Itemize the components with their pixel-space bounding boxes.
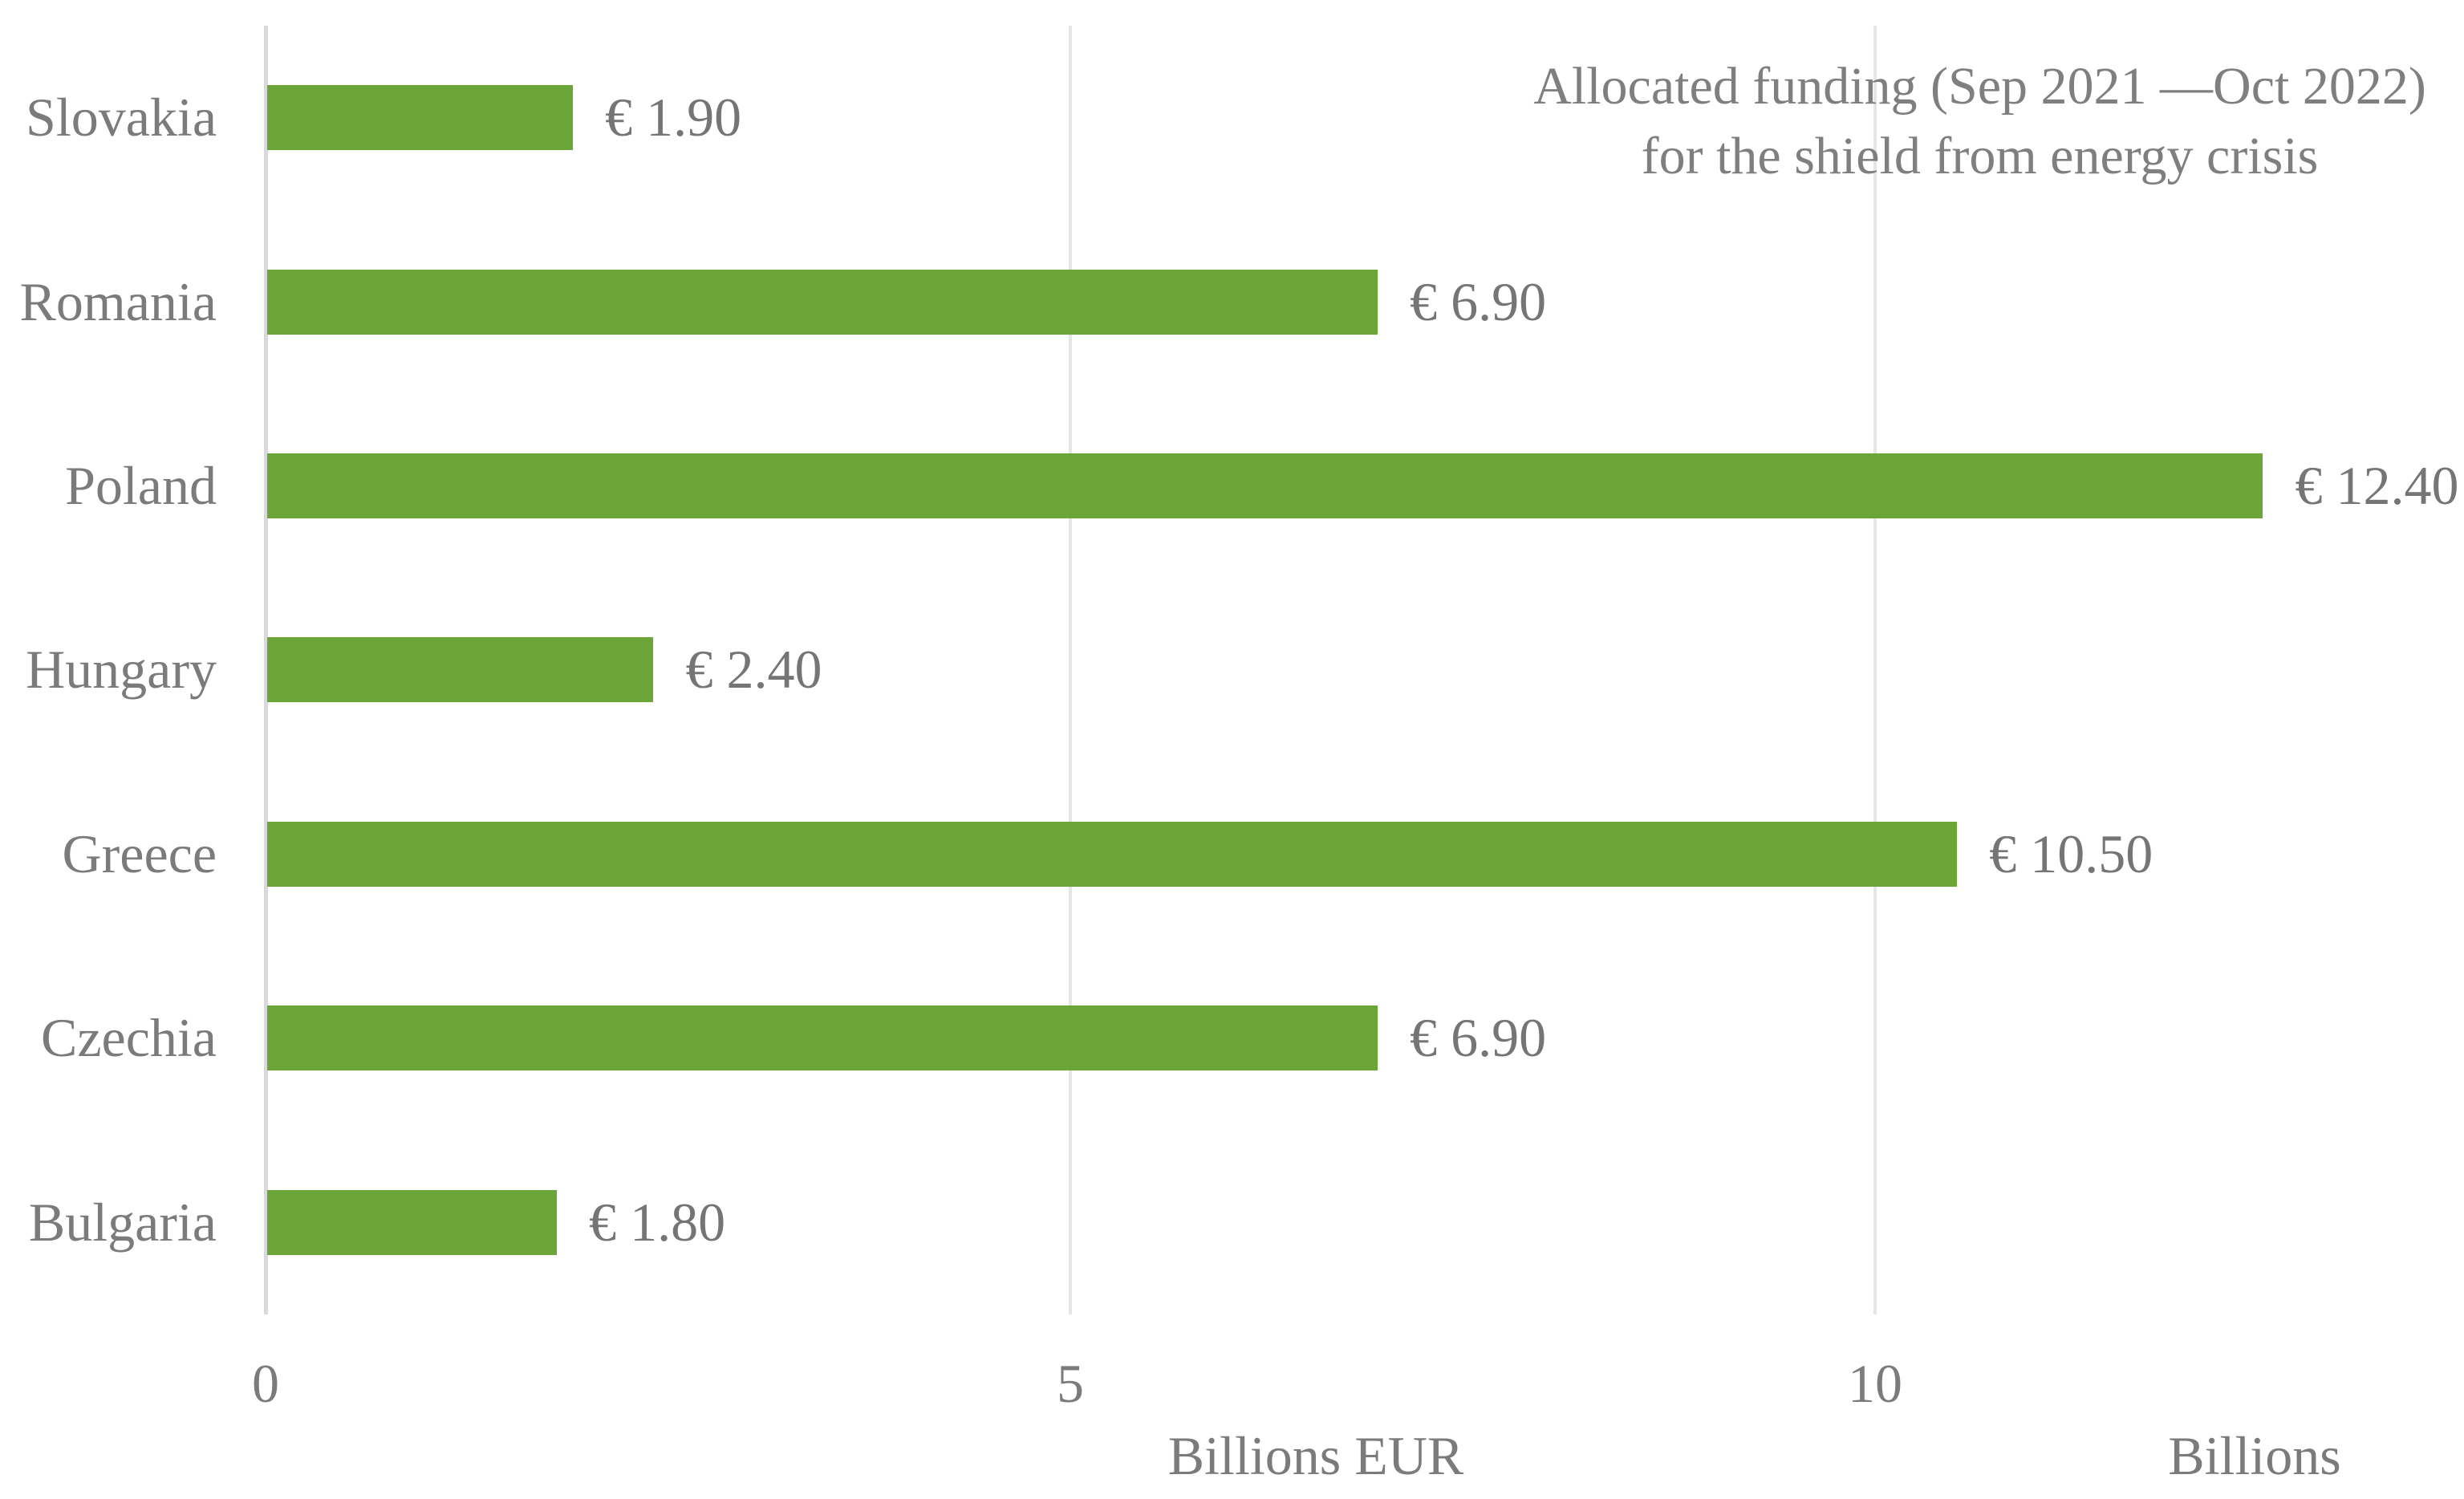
value-label: € 1.90 (605, 87, 742, 148)
value-label: € 1.80 (589, 1191, 726, 1253)
category-label: Slovakia (26, 87, 217, 148)
bar-row: Hungary € 2.40 (0, 578, 2464, 762)
value-label: € 10.50 (1989, 823, 2153, 884)
category-label: Greece (62, 823, 217, 884)
bar (267, 637, 654, 703)
gridline (1069, 26, 1072, 1314)
value-label: € 12.40 (2295, 455, 2459, 517)
bar-row: Bulgaria € 1.80 (0, 1131, 2464, 1314)
value-label: € 6.90 (1410, 1007, 1547, 1069)
category-label: Romania (19, 270, 217, 332)
x-tick-label: 10 (1848, 1352, 1902, 1414)
axis-units-label: Billions (2168, 1424, 2341, 1486)
bar-row: Poland € 12.40 (0, 394, 2464, 578)
bar-row: Slovakia € 1.90 (0, 26, 2464, 209)
x-tick-label: 0 (252, 1352, 279, 1414)
bar-row: Greece € 10.50 (0, 762, 2464, 946)
category-label: Czechia (41, 1007, 217, 1069)
category-label: Hungary (26, 639, 217, 701)
gridline (1873, 26, 1877, 1314)
chart-title-line1: Allocated funding (Sep 2021 —Oct 2022) (1533, 57, 2426, 116)
category-label: Poland (65, 455, 217, 517)
bar (267, 821, 1958, 887)
bar-row: Czechia € 6.90 (0, 946, 2464, 1130)
value-label: € 6.90 (1410, 270, 1547, 332)
chart-title: Allocated funding (Sep 2021 —Oct 2022) f… (1504, 51, 2455, 191)
bar (267, 85, 574, 151)
x-axis-title: Billions EUR (1167, 1424, 1464, 1486)
category-label: Bulgaria (28, 1191, 217, 1253)
bar (267, 1189, 558, 1255)
x-tick-label: 5 (1057, 1352, 1084, 1414)
bar (267, 1005, 1378, 1071)
bar (267, 453, 2263, 519)
chart-title-line2: for the shield from energy crisis (1641, 127, 2319, 186)
value-label: € 2.40 (685, 639, 822, 701)
bar-row: Romania € 6.90 (0, 209, 2464, 393)
bar (267, 269, 1378, 335)
y-axis-line (263, 26, 268, 1314)
